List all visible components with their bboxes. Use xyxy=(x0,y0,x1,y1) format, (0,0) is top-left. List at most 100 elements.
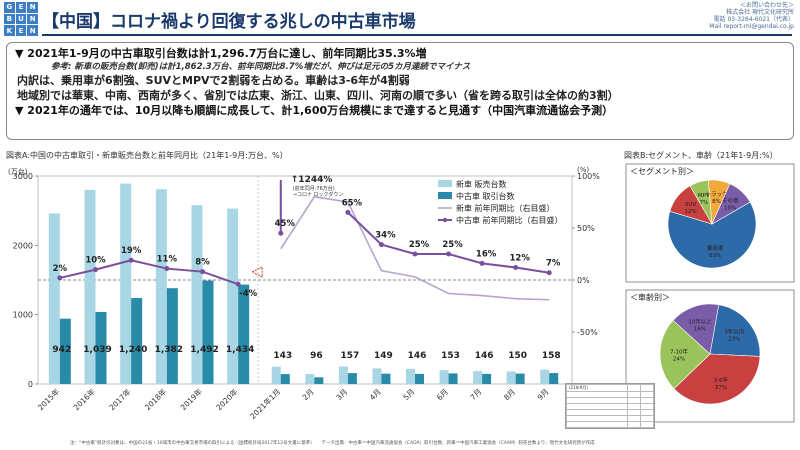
annual-used-yoy-label: 10% xyxy=(85,256,106,266)
legend-new-sales-swatch xyxy=(438,180,452,187)
monthly-new-sales-bar xyxy=(406,368,415,384)
summary-line-2: 内訳は、乗用車が6割強、SUVとMPVで2割弱を占める。車齢は3-6年が4割弱 xyxy=(17,74,410,87)
y-tick-label: 2000 xyxy=(13,241,33,250)
annual-used-yoy-point xyxy=(164,266,170,272)
summary-line-3: 地域別では華東、中南、西南が多く、省別では広東、浙江、山東、四川、河南の順で多い… xyxy=(17,89,619,102)
monthly-used-value-label: 158 xyxy=(542,351,561,361)
monthly-used-value-label: 146 xyxy=(475,351,494,361)
pie-slice-value: 37% xyxy=(715,385,727,391)
monthly-new-sales-bar xyxy=(439,370,449,384)
y-axis-label: (万台) xyxy=(8,167,28,176)
pie-slice-value: 24% xyxy=(673,356,685,362)
pie-slice-value: 16% xyxy=(694,327,706,333)
monthly-new-sales-bar xyxy=(305,373,315,384)
title-divider xyxy=(42,34,792,36)
annual-category-label: 2020年 xyxy=(214,386,240,412)
monthly-used-value-label: 150 xyxy=(508,351,527,361)
monthly-used-yoy-label: 16% xyxy=(476,249,497,259)
monthly-used-value-label: 96 xyxy=(310,351,323,361)
pie-slice xyxy=(709,304,761,357)
pie-slice-label: トラック xyxy=(706,191,728,198)
pie-slice xyxy=(667,201,757,269)
annual-used-yoy-label: 2% xyxy=(53,264,68,274)
annual-used-yoy-label: 19% xyxy=(121,246,142,256)
pie-title: ＜セグメント別＞ xyxy=(630,166,694,176)
annual-used-trades-bar xyxy=(131,298,143,384)
summary-bullet-1: ▼ 2021年1-9月の中古車取引台数は計1,296.7万台に達し、前年同期比3… xyxy=(15,47,427,60)
y2-tick-label: 0% xyxy=(577,276,590,285)
annual-new-sales-bar xyxy=(84,189,96,384)
pie-slice-label: 3年以内 xyxy=(724,328,744,336)
monthly-used-value-label: 157 xyxy=(340,351,359,361)
monthly-used-yoy-label: 7% xyxy=(546,259,561,269)
logo-letter: N xyxy=(27,2,38,13)
feb-spike-note-2: →コロナ ロックダウン xyxy=(293,191,344,198)
monthly-used-yoy-point xyxy=(378,242,384,248)
logo-letter: U xyxy=(15,13,27,25)
logo-letter: B xyxy=(4,13,15,25)
monthly-category-label: 6月 xyxy=(435,387,450,402)
pie-slice-value: 23% xyxy=(728,337,740,343)
annual-category-label: 2016年 xyxy=(71,386,97,412)
annual-used-value-label: 1,492 xyxy=(190,345,218,355)
annual-used-yoy-point xyxy=(200,269,205,275)
monthly-new-sales-bar xyxy=(338,366,348,384)
monthly-used-value-label: 153 xyxy=(441,351,460,361)
pie-slice-label: SUV xyxy=(685,202,697,208)
pie-slice-label: 3-6年 xyxy=(714,376,729,384)
chart-a-title: 図表A:中国の中古車取引・新車販売台数と前年同月比（21年1-9月:万台、%） xyxy=(6,151,288,160)
legend-used-yoy-marker xyxy=(442,217,448,223)
monthly-used-yoy-point xyxy=(546,270,552,276)
decline-callout-arrow xyxy=(251,266,263,278)
summary-note: 参考: 新車の販売台数(卸売)は計1,862.3万台、前年同期比8.7%増だが、… xyxy=(51,62,471,72)
contact-heading: ＜お問い合わせ先＞ xyxy=(739,2,794,9)
contact-mail: Mail report-ml@gendai.co.jp xyxy=(709,23,794,30)
feb-spike-annotation: ↑1244% xyxy=(291,175,333,185)
monthly-used-yoy-point xyxy=(513,265,519,271)
logo-letter: E xyxy=(15,2,27,13)
monthly-new-sales-bar xyxy=(372,368,382,384)
monthly-used-trades-bar xyxy=(347,373,357,384)
annual-used-yoy-label: 8% xyxy=(195,258,210,268)
monthly-used-value-label: 149 xyxy=(374,351,393,361)
annual-used-yoy-point xyxy=(93,267,98,273)
monthly-used-yoy-label: 45% xyxy=(275,219,296,229)
annual-used-trades-bar xyxy=(202,280,214,384)
legend-used-trades-label: 中古車 取引台数 xyxy=(456,191,515,201)
monthly-used-yoy-label: 34% xyxy=(375,231,396,241)
annual-new-sales-bar xyxy=(120,183,132,384)
annual-category-label: 2019年 xyxy=(178,386,204,412)
y-tick-label: 0 xyxy=(28,380,33,389)
monthly-used-yoy-point xyxy=(446,251,452,257)
annual-used-value-label: 942 xyxy=(52,345,71,355)
footnote: 注：“中古車”統計の対象は、中国の21省・10城市の中古車交易市場の取引による（… xyxy=(70,441,595,446)
y2-axis-label: (%) xyxy=(577,166,589,174)
monthly-category-label: 2021年1月 xyxy=(248,386,283,421)
feb-spike-note-1: (前年同月:76万台) xyxy=(293,185,335,192)
pie-slice-value: 7% xyxy=(699,200,708,206)
logo-letter: N xyxy=(27,13,38,25)
monthly-category-label: 4月 xyxy=(368,387,383,402)
logo-letter: E xyxy=(15,25,27,36)
monthly-category-label: 8月 xyxy=(502,387,517,402)
pie-slice-label: その他 xyxy=(722,197,739,205)
pie-slice-label: 7-10年 xyxy=(670,347,688,355)
annual-category-label: 2018年 xyxy=(142,386,168,412)
monthly-used-yoy-label: 25% xyxy=(442,240,463,250)
monthly-used-trades-bar xyxy=(482,373,492,384)
monthly-used-value-label: 143 xyxy=(273,351,292,361)
monthly-new-sales-bar xyxy=(473,371,483,384)
monthly-used-yoy-label: 65% xyxy=(342,198,363,208)
y-tick-label: 1000 xyxy=(13,311,33,320)
annual-new-sales-bar xyxy=(191,205,203,384)
pie-slice xyxy=(672,303,720,355)
monthly-new-sales-bar xyxy=(271,366,281,384)
monthly-used-trades-bar xyxy=(549,373,559,384)
legend-new-sales-label: 新車 販売台数 xyxy=(456,179,507,189)
monthly-category-label: 3月 xyxy=(334,387,349,402)
monthly-used-yoy-point xyxy=(345,209,351,215)
monthly-used-yoy-point xyxy=(479,260,485,266)
monthly-new-sales-bar xyxy=(540,369,550,384)
monthly-used-trades-bar xyxy=(280,374,290,384)
monthly-used-trades-bar xyxy=(381,373,391,384)
